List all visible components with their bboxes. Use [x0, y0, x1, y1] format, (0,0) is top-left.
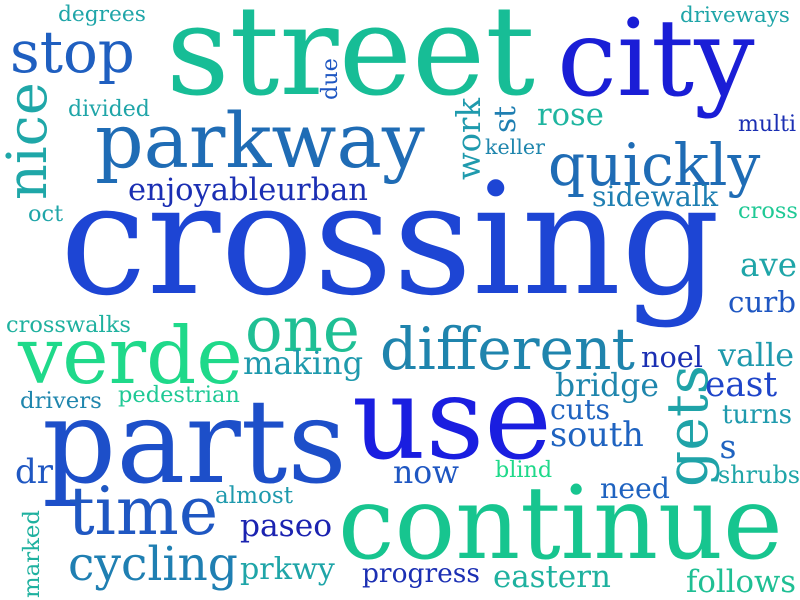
word-noel: noel: [641, 339, 703, 374]
word-parts: parts: [42, 375, 347, 510]
word-paseo: paseo: [240, 507, 333, 544]
word-cycling: cycling: [68, 536, 238, 592]
word-ave: ave: [740, 245, 798, 284]
word-drivers: drivers: [20, 387, 102, 414]
word-blind: blind: [495, 457, 553, 483]
word-keller: keller: [485, 134, 545, 159]
word-crosswalks: crosswalks: [6, 311, 131, 338]
word-east: east: [705, 365, 778, 405]
word-one: one: [245, 292, 360, 366]
word-south: south: [550, 414, 644, 454]
word-now: now: [393, 454, 460, 491]
word-need: need: [600, 472, 670, 505]
word-city: city: [557, 0, 755, 121]
word-s: s: [719, 426, 737, 466]
word-verde: verde: [18, 311, 243, 402]
word-curb: curb: [728, 284, 797, 319]
word-use: use: [352, 352, 552, 485]
word-parkway: parkway: [95, 95, 425, 185]
word-dr: dr: [15, 453, 53, 492]
word-work: work: [450, 97, 488, 180]
word-multi: multi: [738, 112, 797, 137]
word-street: street: [166, 0, 536, 124]
word-enjoyableurban: enjoyableurban: [128, 172, 368, 208]
word-making: making: [243, 344, 364, 382]
word-time: time: [68, 472, 219, 550]
word-stop: stop: [10, 17, 135, 86]
word-turns: turns: [722, 400, 793, 430]
word-cuts: cuts: [550, 393, 610, 426]
word-follows: follows: [686, 563, 797, 600]
word-cross: cross: [738, 198, 798, 224]
word-quickly: quickly: [548, 131, 761, 199]
word-sidewalk: sidewalk: [592, 180, 719, 213]
word-divided: divided: [68, 97, 150, 122]
word-different: different: [380, 315, 635, 383]
word-marked: marked: [18, 509, 45, 598]
word-bridge: bridge: [555, 367, 659, 404]
word-degrees: degrees: [58, 2, 146, 27]
word-rose: rose: [537, 97, 604, 133]
word-nice: nice: [0, 82, 60, 200]
word-almost: almost: [215, 482, 294, 509]
word-continue: continue: [338, 463, 783, 582]
word-driveways: driveways: [680, 2, 790, 28]
word-prkwy: prkwy: [240, 552, 335, 587]
word-eastern: eastern: [493, 558, 611, 595]
word-oct: oct: [28, 201, 64, 227]
word-shrubs: shrubs: [718, 461, 800, 489]
word-due: due: [317, 58, 343, 100]
word-valle: valle: [718, 337, 795, 374]
word-st: st: [487, 105, 522, 133]
word-pedestrian: pedestrian: [118, 381, 240, 408]
word-progress: progress: [362, 558, 480, 589]
word-crossing: crossing: [60, 150, 721, 330]
